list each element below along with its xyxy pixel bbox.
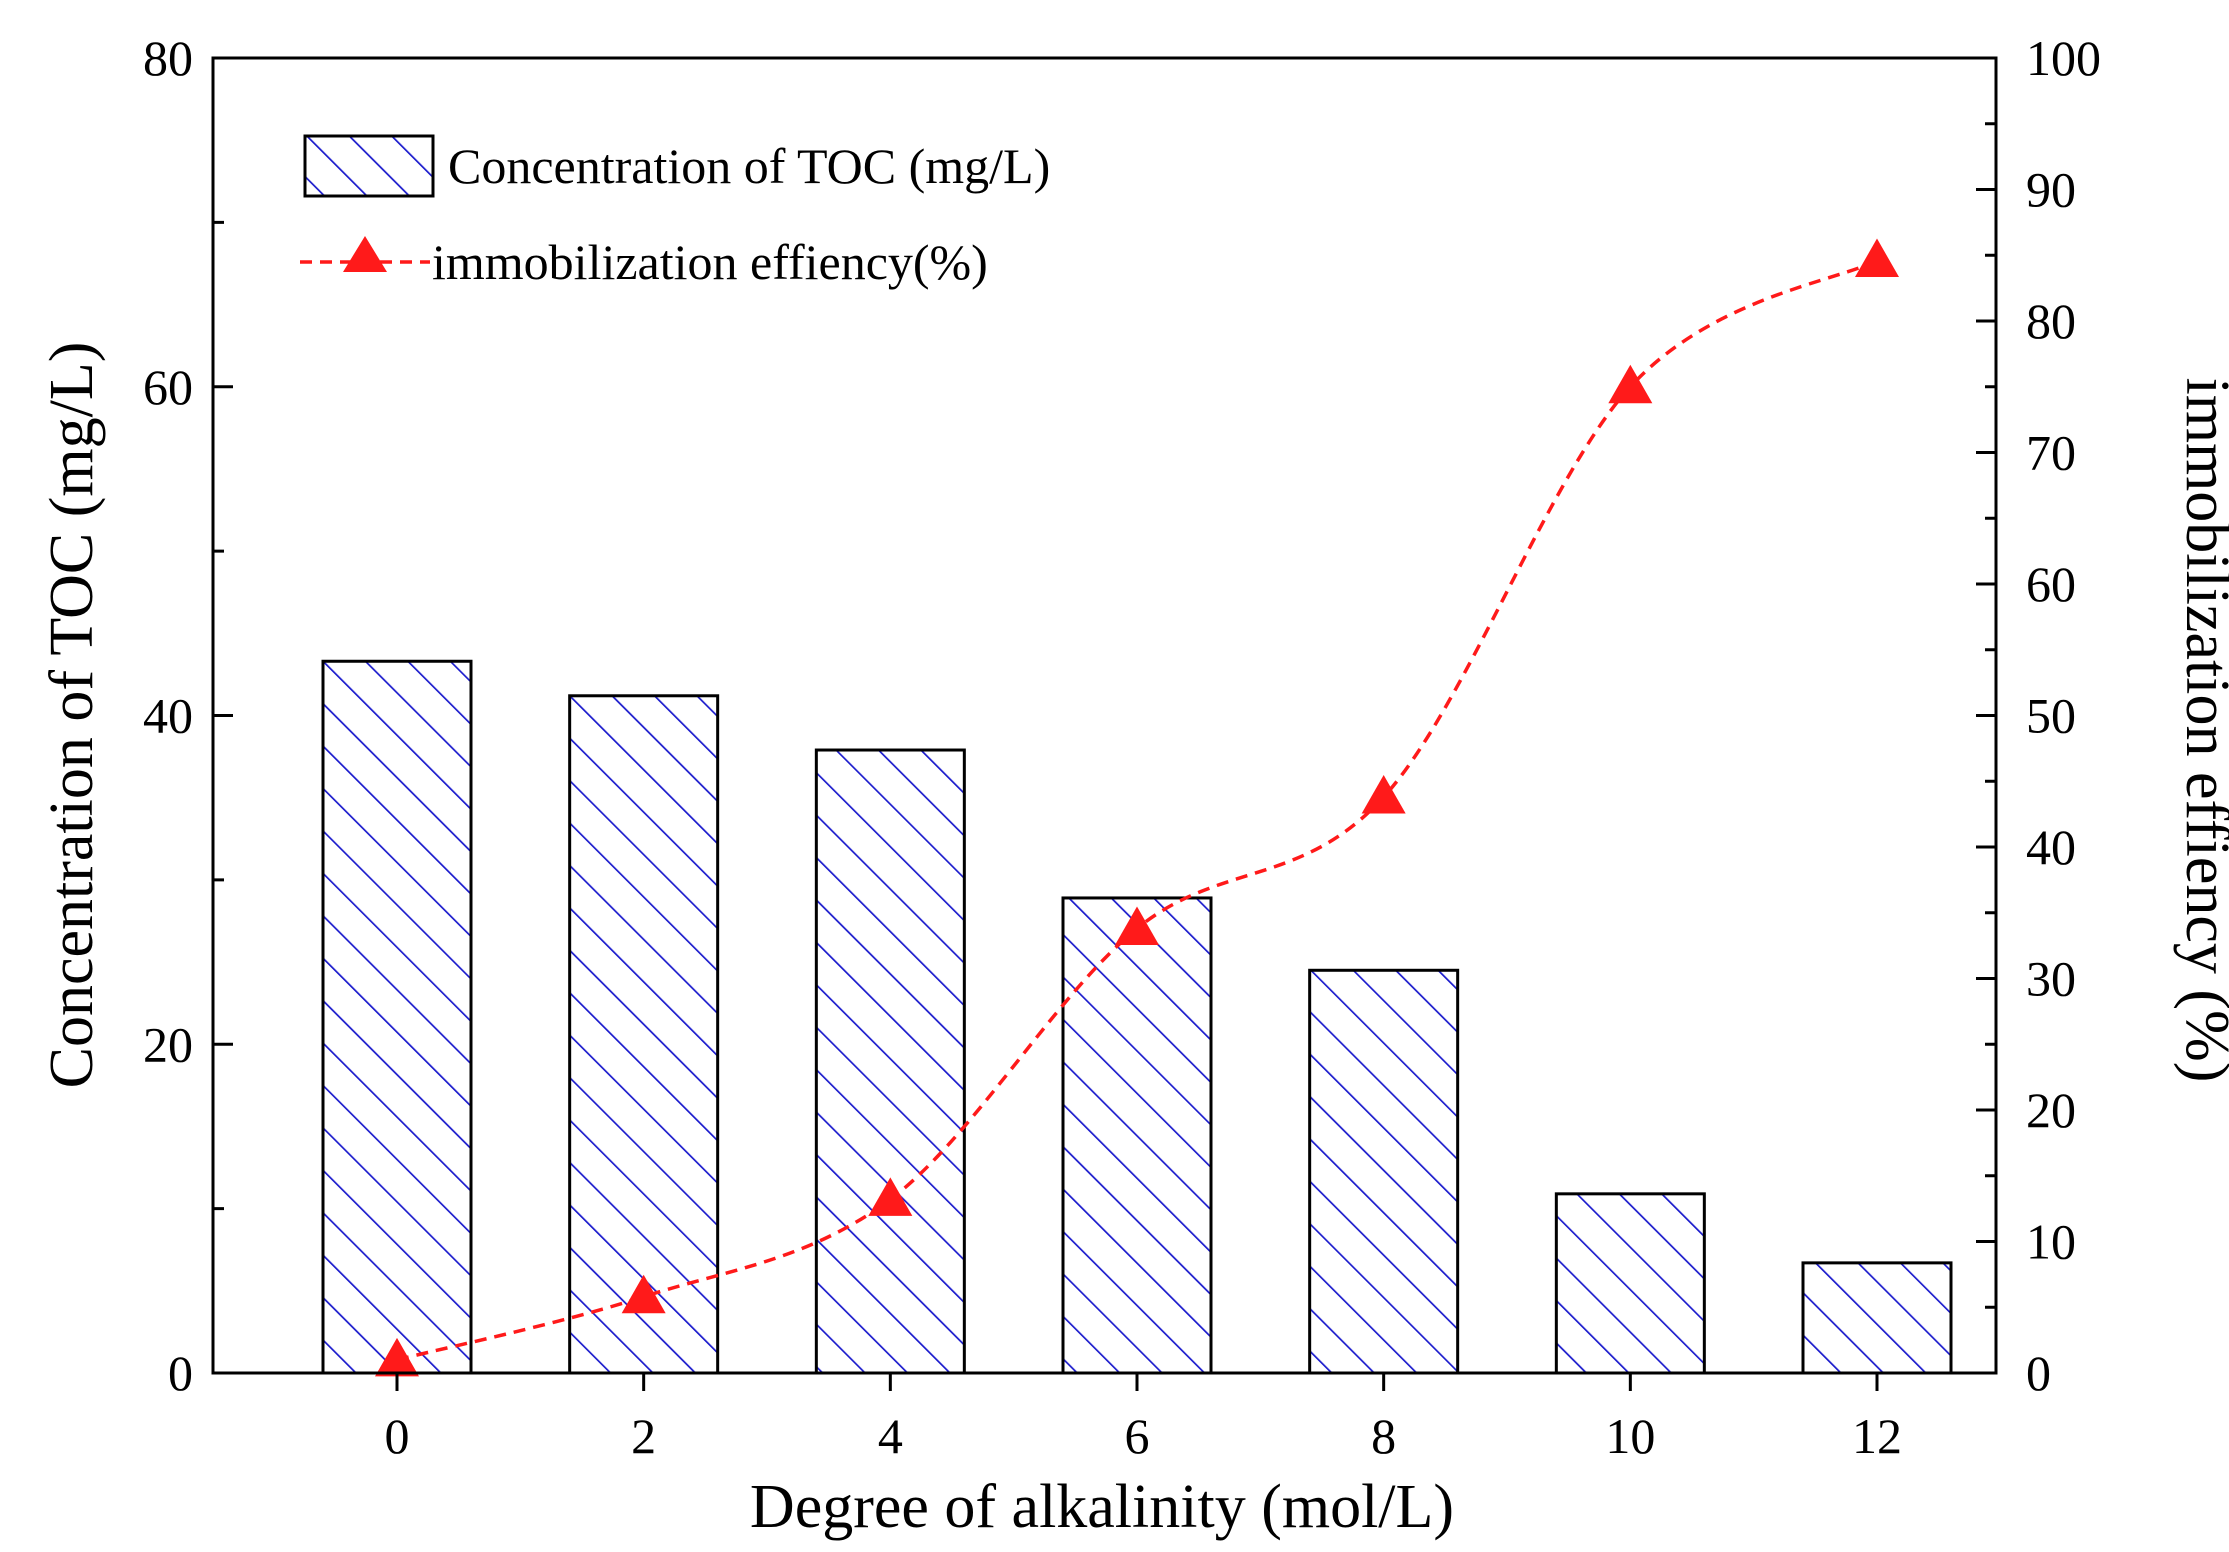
- y2-tick-label: 20: [2026, 1082, 2076, 1138]
- legend-bar-swatch: [303, 134, 435, 198]
- y-tick-label: 60: [143, 359, 193, 415]
- bar-12: [1801, 1261, 1953, 1375]
- y2-tick-label: 40: [2026, 819, 2076, 875]
- bar-8: [1308, 968, 1460, 1375]
- bar-6: [1061, 896, 1213, 1375]
- bar-0: [321, 659, 473, 1375]
- efficiency-point-8: [1361, 775, 1406, 814]
- y2-tick-label: 50: [2026, 688, 2076, 744]
- y-tick-label: 80: [143, 30, 193, 86]
- line-series: [375, 238, 1899, 1377]
- y2-tick-label: 70: [2026, 425, 2076, 481]
- efficiency-point-6: [1115, 906, 1159, 946]
- efficiency-point-2: [621, 1274, 666, 1314]
- y2-tick-label: 30: [2026, 951, 2076, 1007]
- axes: 0 20 40 60 80 0 10 20 30 40 50 60 70 80 90 100 0 2 4 6 8 10 12: [143, 30, 2101, 1464]
- bar-2: [568, 694, 720, 1375]
- legend: Concentration of TOC (mg/L) immobilizati…: [300, 134, 1050, 290]
- y2-axis-title: immobilization effiency (%): [2173, 378, 2229, 1083]
- legend-label-toc: Concentration of TOC (mg/L): [448, 138, 1050, 194]
- efficiency-point-10: [1608, 364, 1653, 404]
- efficiency-point-4: [868, 1177, 913, 1216]
- y-tick-label: 0: [168, 1345, 193, 1401]
- bar-4: [814, 748, 966, 1375]
- y2-tick-label: 10: [2026, 1214, 2076, 1270]
- x-tick-label: 10: [1605, 1408, 1655, 1464]
- x-tick-label: 0: [385, 1408, 410, 1464]
- y2-tick-label: 60: [2026, 556, 2076, 612]
- x-tick-label: 4: [878, 1408, 903, 1464]
- efficiency-point-12: [1855, 238, 1899, 278]
- y2-tick-label: 0: [2026, 1345, 2051, 1401]
- legend-triangle-marker: [343, 236, 387, 272]
- x-tick-label: 8: [1371, 1408, 1396, 1464]
- y2-tick-label: 100: [2026, 30, 2101, 86]
- bar-10: [1554, 1192, 1706, 1375]
- bar-series: [321, 659, 1953, 1375]
- x-tick-label: 2: [631, 1408, 656, 1464]
- y-tick-label: 40: [143, 688, 193, 744]
- y2-tick-label: 90: [2026, 162, 2076, 218]
- y-tick-label: 20: [143, 1016, 193, 1072]
- legend-label-efficiency: immobilization effiency(%): [432, 234, 988, 290]
- efficiency-point-0: [375, 1337, 419, 1377]
- y-axis-title: Concentration of TOC (mg/L): [38, 342, 106, 1089]
- y2-tick-label: 80: [2026, 293, 2076, 349]
- x-tick-label: 12: [1852, 1408, 1902, 1464]
- x-tick-label: 6: [1125, 1408, 1150, 1464]
- x-axis-title: Degree of alkalinity (mol/L): [750, 1473, 1454, 1541]
